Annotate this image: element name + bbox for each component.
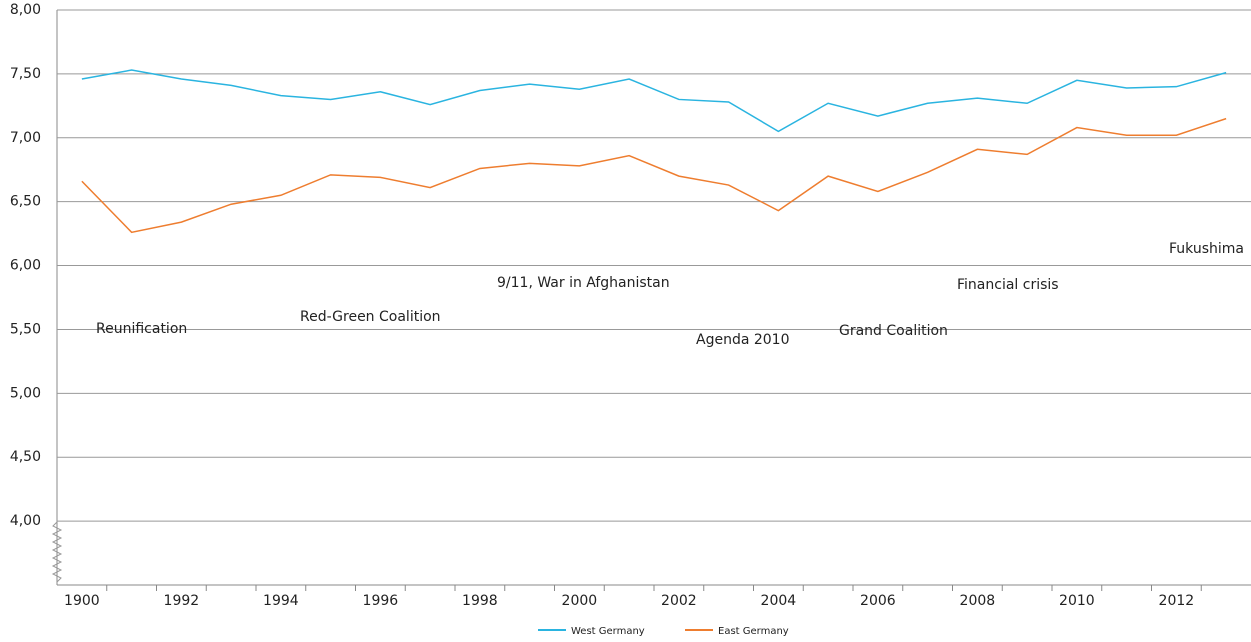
x-tick-label: 2012 [1159, 593, 1195, 609]
annotation: Agenda 2010 [696, 332, 790, 348]
x-tick-label: 2010 [1059, 593, 1095, 609]
y-tick-label: 4,00 [10, 513, 41, 529]
series-line [81, 69, 1227, 133]
series-line [81, 117, 1227, 234]
y-tick-label: 7,50 [10, 66, 41, 82]
x-tick-label: 1994 [263, 593, 299, 609]
x-tick-label: 2004 [761, 593, 797, 609]
legend-label: East Germany [718, 626, 789, 637]
x-tick-label: 2002 [661, 593, 697, 609]
annotation: 9/11, War in Afghanistan [497, 275, 670, 291]
x-tick-label: 2008 [960, 593, 996, 609]
x-tick-label: 1992 [164, 593, 200, 609]
y-tick-label: 5,50 [10, 321, 41, 337]
y-tick-label: 7,00 [10, 130, 41, 146]
annotation: Fukushima [1169, 241, 1244, 257]
x-tick-label: 2000 [562, 593, 598, 609]
y-tick-label: 5,00 [10, 385, 41, 401]
x-tick-label: 1998 [462, 593, 498, 609]
axis-break [51, 521, 63, 583]
x-tick-label: 2006 [860, 593, 896, 609]
annotation: Reunification [96, 321, 187, 337]
annotation: Grand Coalition [839, 323, 948, 339]
annotation: Financial crisis [957, 277, 1059, 293]
x-tick-label: 1900 [64, 593, 100, 609]
y-tick-label: 6,00 [10, 258, 41, 274]
x-tick-label: 1996 [363, 593, 399, 609]
y-tick-label: 6,50 [10, 194, 41, 210]
y-tick-label: 4,50 [10, 449, 41, 465]
y-tick-label: 8,00 [10, 2, 41, 18]
annotation: Red-Green Coalition [300, 309, 441, 325]
legend-label: West Germany [571, 626, 645, 637]
